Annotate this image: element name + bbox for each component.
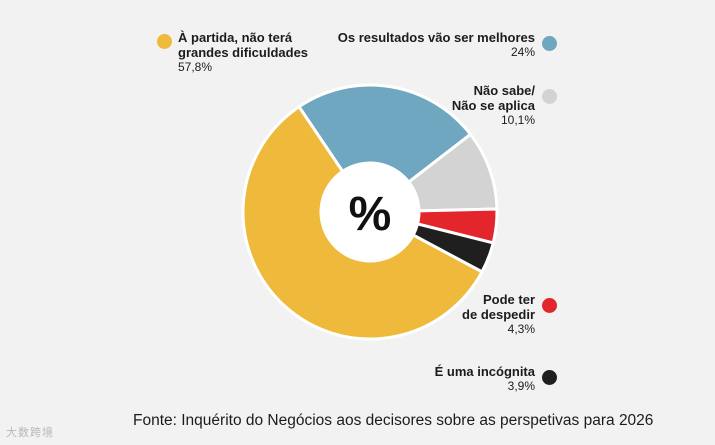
- donut-hole: [321, 163, 419, 261]
- legend-os-resultados: Os resultados vão ser melhores 24%: [338, 30, 535, 60]
- legend-value: 3,9%: [507, 379, 535, 393]
- legend-dot-pode-despedir: [542, 298, 557, 313]
- legend-label: Pode ter de despedir: [462, 292, 535, 322]
- watermark: 大数跨境: [6, 427, 54, 439]
- legend-label: À partida, não terá grandes dificuldades: [178, 30, 309, 60]
- legend-value: 10,1%: [500, 113, 535, 127]
- legend-a-partida: À partida, não terá grandes dificuldades…: [178, 30, 308, 75]
- legend-pode-despedir: Pode ter de despedir 4,3%: [462, 292, 535, 337]
- legend-label: Não sabe/ Não se aplica: [451, 83, 535, 113]
- legend-dot-a-partida: [157, 34, 172, 49]
- legend-dot-incognita: [542, 370, 557, 385]
- legend-value: 57,8%: [178, 60, 213, 74]
- legend-value: 4,3%: [507, 322, 535, 336]
- legend-label: É uma incógnita: [434, 364, 535, 379]
- center-percent-label: %: [349, 188, 392, 241]
- legend-value: 24%: [510, 45, 535, 59]
- legend-label: Os resultados vão ser melhores: [337, 30, 535, 45]
- source-caption: Fonte: Inquérito do Negócios aos decisor…: [133, 412, 654, 429]
- legend-dot-os-resultados: [542, 36, 557, 51]
- legend-incognita: É uma incógnita 3,9%: [435, 364, 535, 394]
- legend-dot-nao-sabe: [542, 89, 557, 104]
- legend-nao-sabe: Não sabe/ Não se aplica 10,1%: [452, 83, 535, 128]
